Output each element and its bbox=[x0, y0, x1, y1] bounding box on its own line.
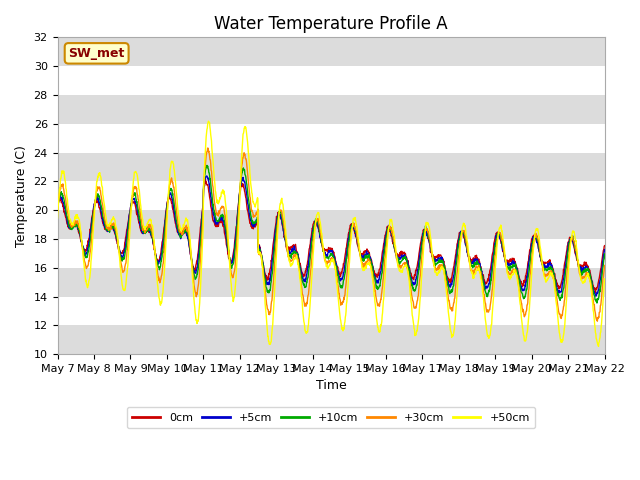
Bar bbox=[58, 153, 605, 181]
Bar bbox=[58, 239, 605, 268]
Text: SW_met: SW_met bbox=[68, 47, 125, 60]
X-axis label: Time: Time bbox=[316, 379, 346, 392]
Bar bbox=[58, 297, 605, 325]
Bar bbox=[58, 181, 605, 210]
Bar bbox=[58, 66, 605, 95]
Legend: 0cm, +5cm, +10cm, +30cm, +50cm: 0cm, +5cm, +10cm, +30cm, +50cm bbox=[127, 407, 535, 428]
Title: Water Temperature Profile A: Water Temperature Profile A bbox=[214, 15, 448, 33]
Bar bbox=[58, 37, 605, 66]
Bar bbox=[58, 124, 605, 153]
Bar bbox=[58, 325, 605, 354]
Bar bbox=[58, 210, 605, 239]
Bar bbox=[58, 268, 605, 297]
Bar bbox=[58, 95, 605, 124]
Y-axis label: Temperature (C): Temperature (C) bbox=[15, 145, 28, 247]
